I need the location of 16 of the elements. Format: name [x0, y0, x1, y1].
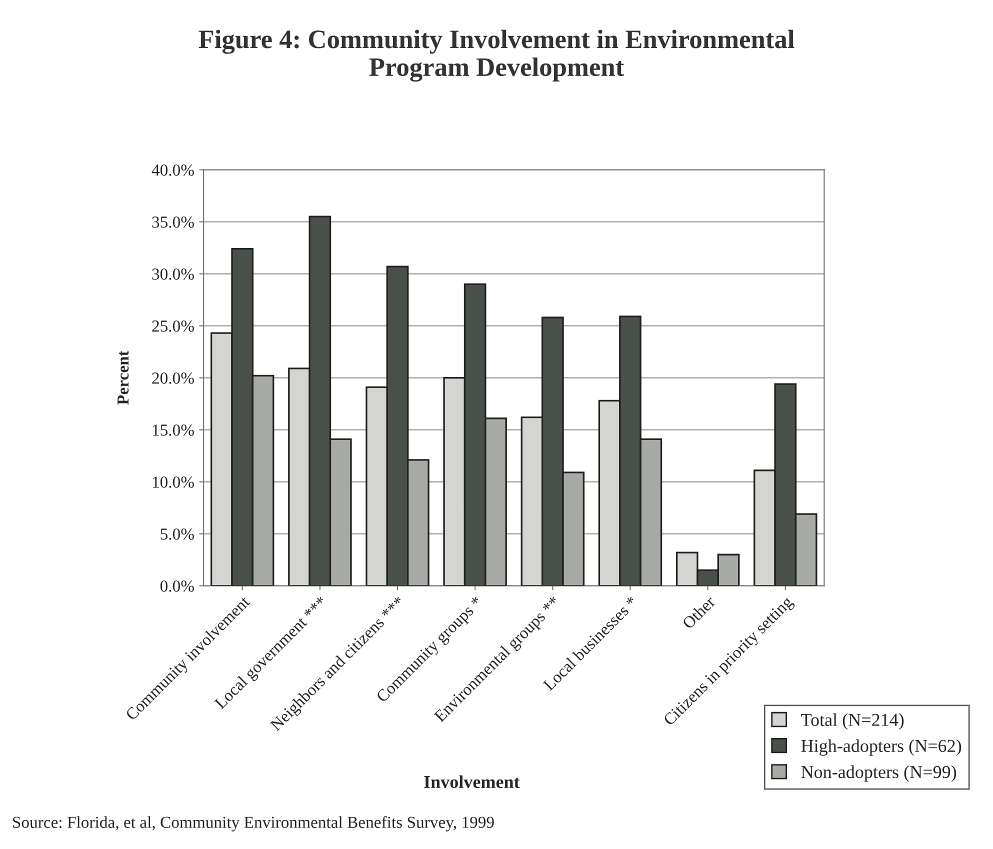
- legend-label: Non-adopters (N=99): [801, 765, 956, 782]
- y-tick-label: 5.0%: [160, 528, 194, 540]
- chart-title: Figure 4: Community Involvement in Environmental Program Development: [198, 30, 794, 82]
- y-axis-title: Percent: [118, 350, 129, 405]
- y-tick-label: 15.0%: [152, 424, 194, 436]
- legend-label: High-adopters (N=62): [801, 739, 962, 756]
- y-tick-label: 10.0%: [152, 476, 194, 488]
- y-tick-label: 40.0%: [152, 164, 194, 176]
- y-tick-label: 0.0%: [160, 580, 194, 592]
- x-axis-title: Involvement: [424, 775, 520, 788]
- y-tick-label: 20.0%: [152, 372, 194, 384]
- y-tick-label: 30.0%: [152, 268, 194, 280]
- y-tick-label: 25.0%: [152, 320, 194, 332]
- source-note: Source: Florida, et al, Community Environmental Benefits Survey, 1999: [13, 816, 494, 832]
- legend-label: Total (N=214): [801, 713, 904, 730]
- y-tick-label: 35.0%: [152, 216, 194, 228]
